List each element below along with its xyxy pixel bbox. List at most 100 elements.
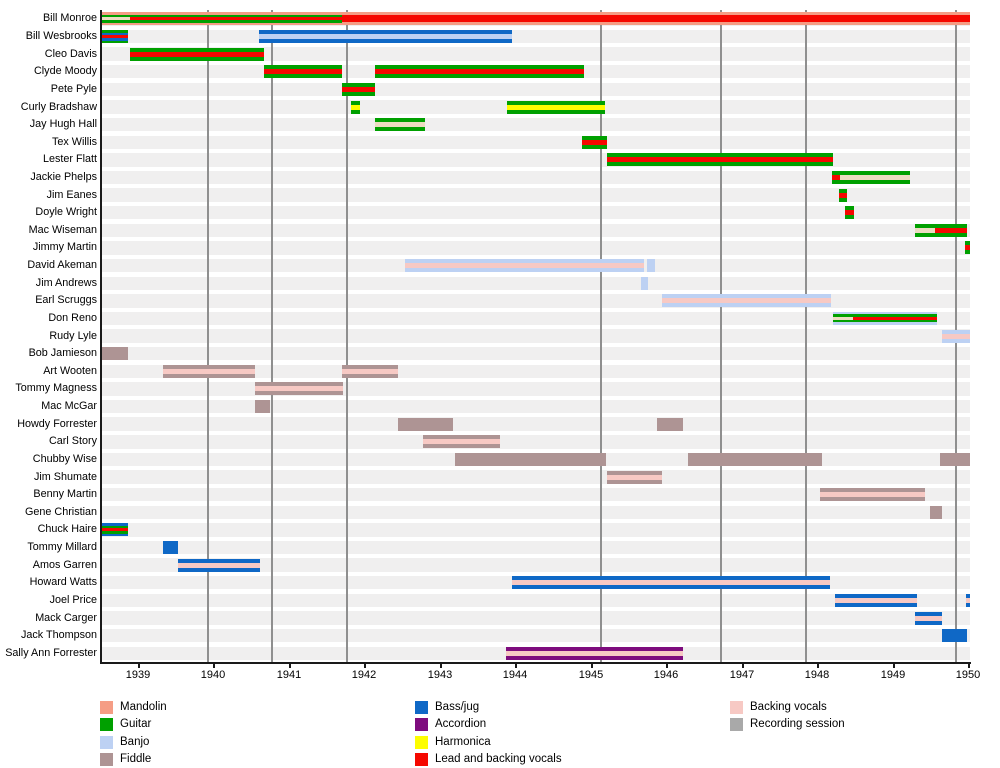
timeline-bar: [641, 276, 648, 290]
plain-stripe: [375, 122, 425, 128]
backing-stripe: [835, 597, 917, 603]
member-label: Jim Eanes: [46, 188, 97, 201]
row-band: [100, 611, 970, 625]
lead-stripe: [853, 316, 937, 320]
recording-session-line: [346, 10, 348, 662]
timeline-bar: [101, 30, 128, 44]
backing-legend-swatch: [730, 701, 743, 714]
member-label: Bob Jamieson: [28, 347, 97, 360]
member-label: Howard Watts: [29, 576, 97, 589]
member-label: Bill Monroe: [42, 12, 97, 25]
backing-stripe: [423, 439, 500, 445]
row-band: [100, 558, 970, 572]
timeline-bar: [100, 12, 342, 26]
row-band: [100, 382, 970, 396]
lead-stripe: [845, 210, 854, 216]
harmonica-legend-swatch: [415, 735, 428, 749]
member-label: Clyde Moody: [33, 65, 97, 78]
lead-stripe: [101, 528, 128, 532]
plain-stripe: [100, 17, 130, 21]
row-band: [100, 523, 970, 537]
year-tick-label: 1941: [276, 669, 302, 681]
year-tick: [666, 663, 668, 668]
legend-label: Mandolin: [120, 701, 167, 713]
timeline-bar: [942, 629, 967, 643]
timeline-bar: [423, 435, 500, 449]
recording-legend-swatch: [730, 718, 743, 732]
recording-session-line: [720, 10, 722, 662]
year-tick: [742, 663, 744, 668]
row-band: [100, 364, 970, 379]
member-label: Mack Carger: [35, 611, 97, 624]
member-label: Curly Bradshaw: [20, 100, 97, 113]
member-label: Jackie Phelps: [30, 170, 97, 183]
member-label: Sally Ann Forrester: [5, 646, 97, 659]
year-tick-label: 1942: [351, 669, 377, 681]
fiddle-stripe: [930, 505, 942, 519]
row-band: [100, 29, 970, 44]
member-label: Rudy Lyle: [49, 329, 97, 342]
backing-stripe: [966, 597, 970, 603]
lead-stripe: [607, 157, 833, 163]
member-label: Benny Martin: [33, 488, 97, 501]
year-tick: [817, 663, 819, 668]
lead-stripe: [375, 69, 584, 75]
lead-stripe: [582, 139, 607, 145]
row-band: [100, 135, 970, 149]
row-band: [100, 117, 970, 132]
member-label: Tommy Magness: [15, 382, 97, 395]
fiddle-stripe: [688, 452, 822, 466]
row-band: [100, 223, 970, 238]
row-band: [100, 593, 970, 608]
lead-legend-swatch: [415, 752, 428, 766]
row-band: [100, 417, 970, 431]
plain-stripe: [915, 227, 935, 233]
lead-stripe: [342, 86, 375, 92]
year-tick-label: 1947: [729, 669, 755, 681]
timeline-bar: [351, 100, 360, 114]
backing-stripe: [662, 298, 831, 304]
year-tick-label: 1943: [427, 669, 453, 681]
lead-stripe: [965, 245, 970, 251]
timeline-bar: [405, 259, 644, 273]
timeline-bar: [163, 364, 255, 378]
backing-stripe: [607, 474, 662, 480]
timeline-bar: [130, 47, 264, 61]
year-tick-label: 1950: [955, 669, 981, 681]
timeline-bar: [607, 470, 662, 484]
member-label: Jack Thompson: [20, 629, 97, 642]
member-label: Howdy Forrester: [17, 417, 97, 430]
member-label: Mac Wiseman: [28, 223, 97, 236]
timeline-bar: [398, 417, 453, 431]
timeline-bar: [342, 364, 398, 378]
timeline-bar: [101, 523, 128, 537]
timeline-bar: [657, 417, 683, 431]
lead-stripe: [342, 15, 970, 23]
fiddle-stripe: [101, 347, 128, 361]
timeline-bar: [820, 488, 925, 502]
year-tick-label: 1949: [880, 669, 906, 681]
banjo-stripe: [641, 276, 648, 290]
timeline-bar: [163, 541, 178, 555]
timeline-bar: [259, 30, 512, 44]
timeline-bar: [506, 646, 683, 660]
member-label: Art Wooten: [43, 364, 97, 377]
row-band: [100, 435, 970, 449]
member-label: Jimmy Martin: [32, 241, 97, 254]
recording-session-line: [600, 10, 602, 662]
row-band: [100, 487, 970, 502]
member-label: Chubby Wise: [32, 452, 97, 465]
y-axis-line: [100, 10, 102, 662]
row-band: [100, 628, 970, 643]
banjo-stripe: [259, 34, 512, 40]
member-label: Jim Shumate: [33, 470, 97, 483]
backing-stripe: [512, 580, 830, 586]
timeline-bar: [255, 400, 270, 414]
backing-stripe: [255, 386, 343, 392]
backing-stripe: [342, 368, 398, 374]
member-label: Joel Price: [49, 593, 97, 606]
timeline-bar: [607, 153, 833, 167]
member-label: Jay Hugh Hall: [29, 118, 97, 131]
row-band: [100, 311, 970, 326]
